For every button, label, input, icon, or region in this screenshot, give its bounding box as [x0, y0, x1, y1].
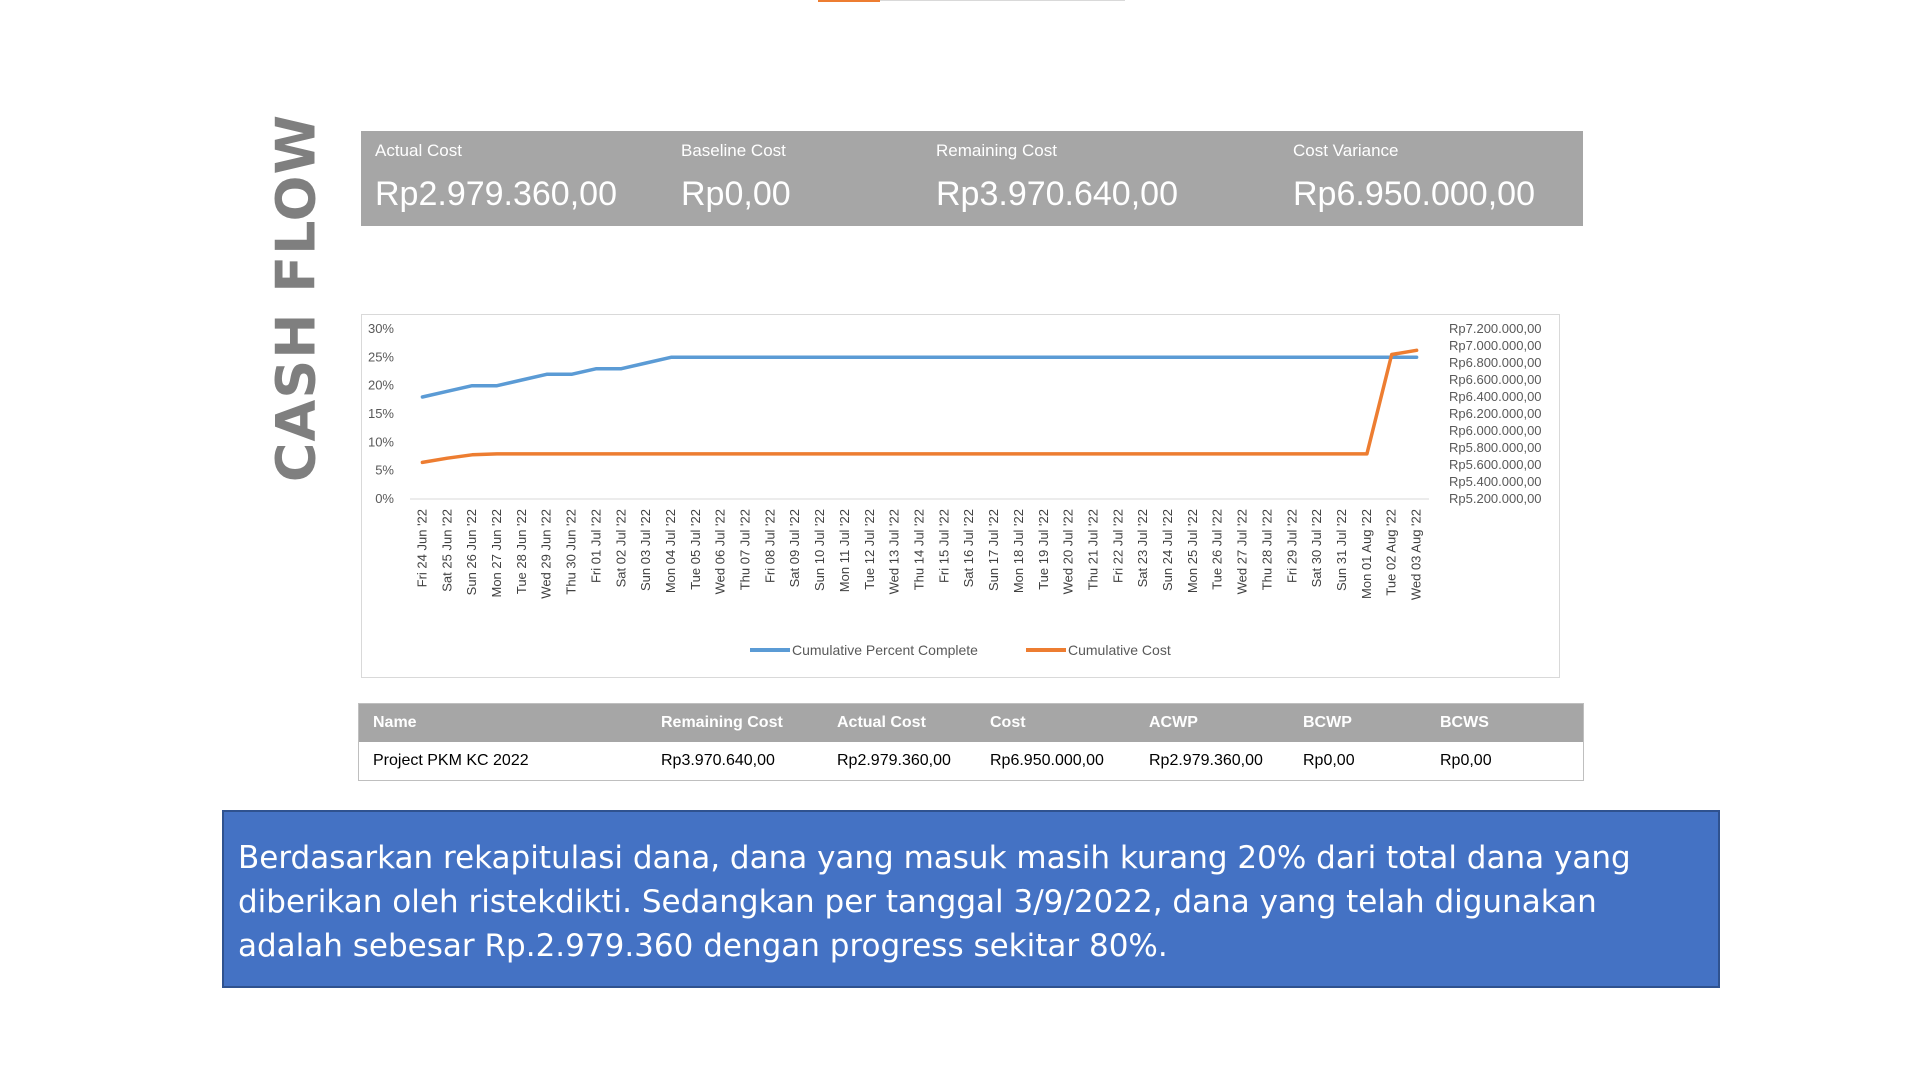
- y-left-tick-label: 25%: [368, 349, 394, 364]
- chart-canvas: 0% 5% 10% 15% 20% 25% 30% Rp5.200.000,00 Rp5.400…: [368, 321, 1542, 658]
- kpi-value: Rp0,00: [681, 175, 791, 213]
- x-tick-label: Fri 01 Jul '22: [588, 509, 603, 583]
- x-tick-label: Sun 17 Jul '22: [986, 509, 1001, 591]
- x-tick-label: Fri 22 Jul '22: [1110, 509, 1125, 583]
- header-remaining-cost: Remaining Cost: [661, 714, 783, 731]
- x-tick-label: Sun 03 Jul '22: [638, 509, 653, 591]
- x-tick-label: Sat 09 Jul '22: [787, 509, 802, 587]
- y-right-tick-label: Rp6.200.000,00: [1449, 406, 1542, 421]
- kpi-label: Baseline Cost: [681, 141, 786, 160]
- x-tick-label: Tue 19 Jul '22: [1036, 509, 1051, 590]
- y-right-tick-label: Rp5.200.000,00: [1449, 491, 1542, 506]
- page-title-text: CASH FLOW: [264, 113, 328, 483]
- top-accent-bar: [818, 0, 880, 2]
- x-tick-label: Mon 27 Jun '22: [489, 509, 504, 598]
- x-tick-label: Wed 27 Jul '22: [1235, 509, 1250, 594]
- series-line: [420, 348, 1419, 465]
- y-left-tick-label: 15%: [368, 406, 394, 421]
- kpi-summary-bar: Actual Cost Rp2.979.360,00 Baseline Cost…: [361, 131, 1583, 226]
- table-header: Name Remaining Cost Actual Cost Cost ACW…: [359, 704, 1583, 742]
- x-tick-label: Thu 07 Jul '22: [738, 509, 753, 590]
- x-tick-label: Mon 04 Jul '22: [663, 509, 678, 593]
- x-tick-label: Tue 26 Jul '22: [1210, 509, 1225, 590]
- cell-bcws: Rp0,00: [1440, 752, 1492, 769]
- cell-name: Project PKM KC 2022: [373, 752, 529, 769]
- top-accent-line: [880, 0, 1125, 1]
- x-tick-label: Sat 02 Jul '22: [613, 509, 628, 587]
- cash-flow-chart: 0% 5% 10% 15% 20% 25% 30% Rp5.200.000,00 Rp5.400…: [361, 314, 1560, 678]
- x-tick-label: Sat 23 Jul '22: [1135, 509, 1150, 587]
- series-line: [420, 355, 1419, 399]
- x-tick-label: Wed 29 Jun '22: [539, 509, 554, 599]
- header-bcws: BCWS: [1440, 714, 1489, 731]
- y-left-tick-label: 30%: [368, 321, 394, 336]
- y-left-tick-label: 10%: [368, 434, 394, 449]
- y-left-tick-label: 0%: [375, 491, 394, 506]
- header-acwp: ACWP: [1149, 714, 1198, 731]
- x-tick-label: Fri 24 Jun '22: [414, 509, 429, 587]
- y-right-tick-label: Rp7.000.000,00: [1449, 338, 1542, 353]
- x-tick-label: Tue 12 Jul '22: [862, 509, 877, 590]
- y-right-tick-label: Rp5.400.000,00: [1449, 474, 1542, 489]
- x-tick-label: Wed 03 Aug '22: [1409, 509, 1424, 600]
- x-tick-label: Tue 05 Jul '22: [688, 509, 703, 590]
- x-tick-label: Sun 10 Jul '22: [812, 509, 827, 591]
- x-tick-label: Wed 13 Jul '22: [887, 509, 902, 594]
- x-tick-label: Thu 14 Jul '22: [912, 509, 927, 590]
- legend-label: Cumulative Cost: [1068, 642, 1171, 658]
- x-tick-label: Mon 18 Jul '22: [1011, 509, 1026, 593]
- header-actual-cost: Actual Cost: [837, 714, 926, 731]
- x-tick-label: Sun 26 Jun '22: [464, 509, 479, 595]
- y-right-tick-label: Rp7.200.000,00: [1449, 321, 1542, 336]
- y-right-tick-label: Rp6.800.000,00: [1449, 355, 1542, 370]
- x-tick-label: Mon 01 Aug '22: [1359, 509, 1374, 599]
- x-tick-label: Thu 30 Jun '22: [564, 509, 579, 595]
- kpi-label: Cost Variance: [1293, 141, 1399, 160]
- y-right-tick-label: Rp5.800.000,00: [1449, 440, 1542, 455]
- x-tick-label: Thu 21 Jul '22: [1085, 509, 1100, 590]
- x-tick-label: Sun 24 Jul '22: [1160, 509, 1175, 591]
- x-tick-label: Fri 15 Jul '22: [936, 509, 951, 583]
- legend-label: Cumulative Percent Complete: [792, 642, 978, 658]
- x-tick-label: Thu 28 Jul '22: [1259, 509, 1274, 590]
- x-tick-label: Tue 02 Aug '22: [1384, 509, 1399, 596]
- cell-bcwp: Rp0,00: [1303, 752, 1355, 769]
- x-tick-label: Wed 06 Jul '22: [713, 509, 728, 594]
- x-tick-label: Sat 25 Jun '22: [439, 509, 454, 592]
- y-right-tick-label: Rp6.400.000,00: [1449, 389, 1542, 404]
- y-left-tick-label: 20%: [368, 378, 394, 393]
- kpi-label: Actual Cost: [375, 141, 462, 160]
- kpi-value: Rp6.950.000,00: [1293, 175, 1535, 213]
- cell-actual-cost: Rp2.979.360,00: [837, 752, 951, 769]
- cell-cost: Rp6.950.000,00: [990, 752, 1104, 769]
- x-tick-label: Tue 28 Jun '22: [514, 509, 529, 594]
- cell-acwp: Rp2.979.360,00: [1149, 752, 1263, 769]
- header-name: Name: [373, 714, 417, 731]
- x-tick-label: Mon 25 Jul '22: [1185, 509, 1200, 593]
- summary-note-box: Berdasarkan rekapitulasi dana, dana yang…: [222, 810, 1720, 988]
- cost-table: Name Remaining Cost Actual Cost Cost ACW…: [358, 703, 1584, 781]
- y-right-tick-label: Rp6.600.000,00: [1449, 372, 1542, 387]
- cell-remaining-cost: Rp3.970.640,00: [661, 752, 775, 769]
- y-left-tick-label: 5%: [375, 463, 394, 478]
- x-tick-label: Sun 31 Jul '22: [1334, 509, 1349, 591]
- kpi-value: Rp2.979.360,00: [375, 175, 617, 213]
- header-bcwp: BCWP: [1303, 714, 1352, 731]
- y-right-tick-label: Rp5.600.000,00: [1449, 457, 1542, 472]
- x-tick-label: Fri 08 Jul '22: [762, 509, 777, 583]
- header-cost: Cost: [990, 714, 1026, 731]
- x-tick-label: Mon 11 Jul '22: [837, 509, 852, 592]
- x-tick-label: Fri 29 Jul '22: [1284, 509, 1299, 583]
- page-title: CASH FLOW: [265, 114, 328, 482]
- y-right-tick-label: Rp6.000.000,00: [1449, 423, 1542, 438]
- kpi-label: Remaining Cost: [936, 141, 1057, 160]
- x-tick-label: Sat 16 Jul '22: [961, 509, 976, 587]
- summary-note-text: Berdasarkan rekapitulasi dana, dana yang…: [238, 840, 1631, 964]
- kpi-value: Rp3.970.640,00: [936, 175, 1178, 213]
- table-row: Project PKM KC 2022 Rp3.970.640,00 Rp2.9…: [359, 742, 1583, 780]
- x-tick-label: Wed 20 Jul '22: [1061, 509, 1076, 594]
- x-tick-label: Sat 30 Jul '22: [1309, 509, 1324, 587]
